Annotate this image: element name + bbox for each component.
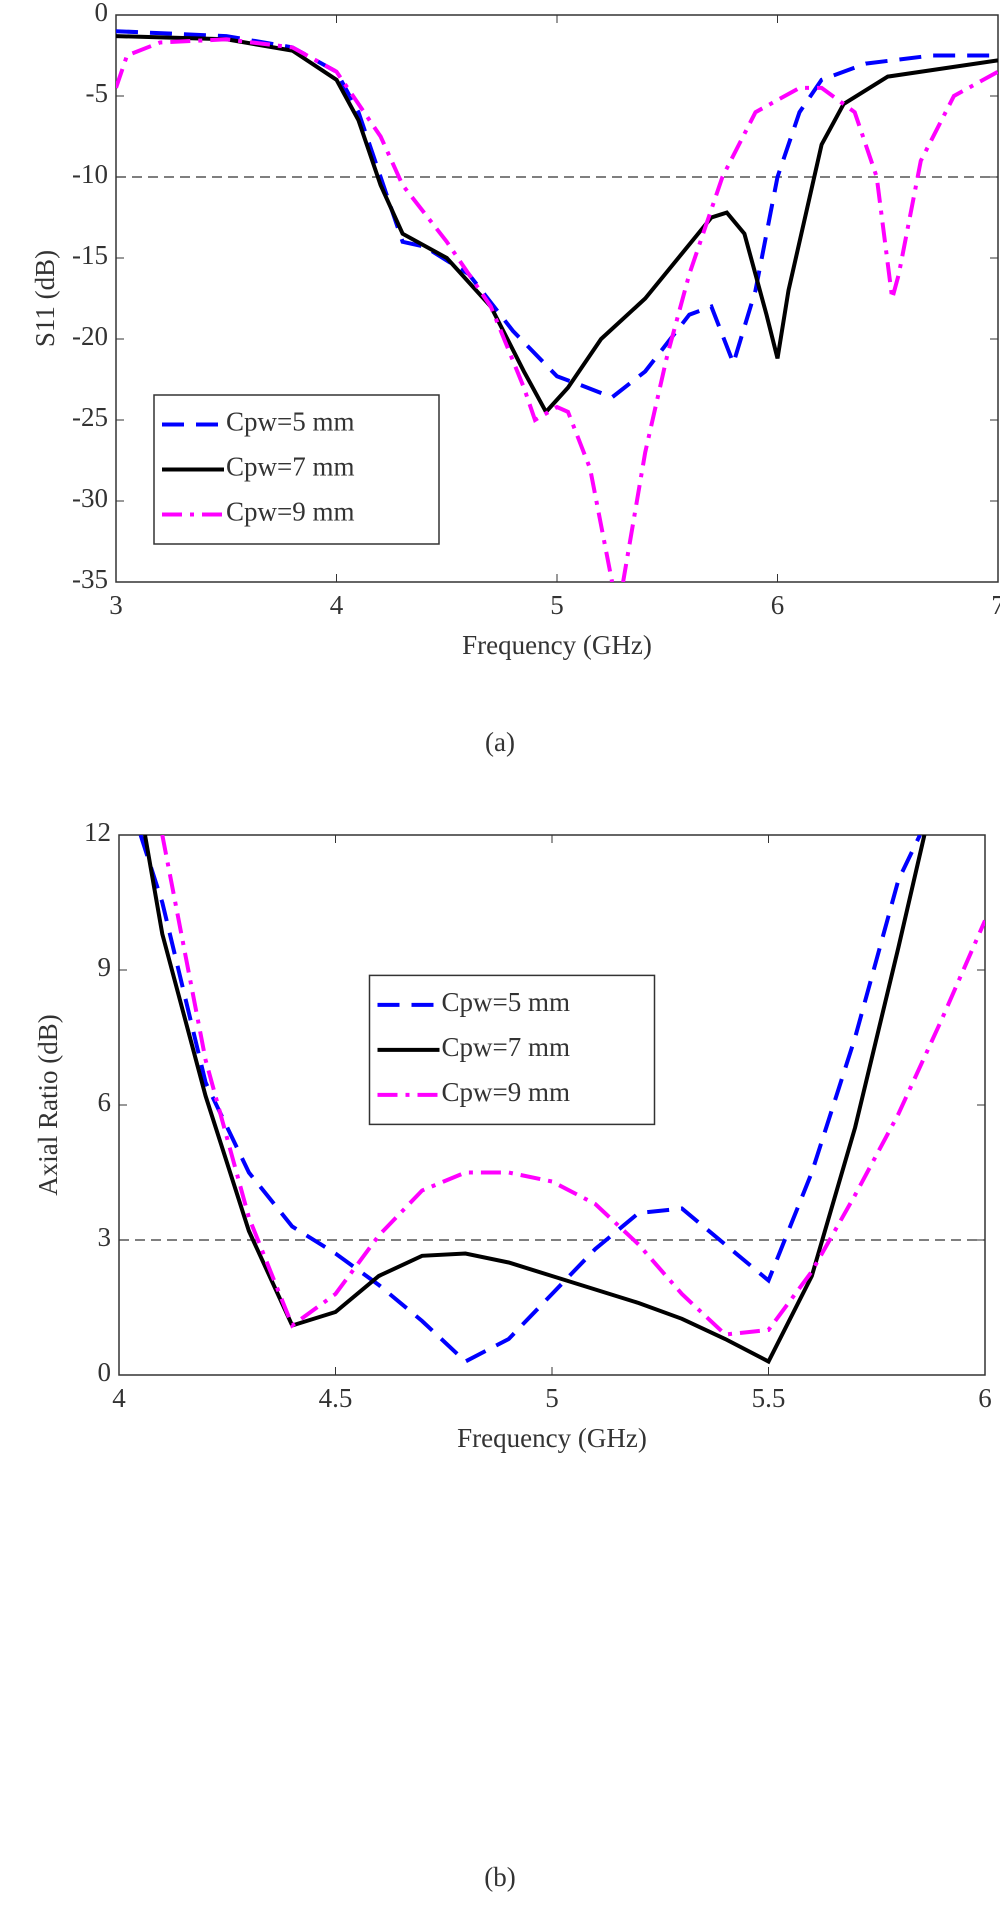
- x-tick-label: 4: [112, 1383, 126, 1413]
- x-axis-label: Frequency (GHz): [457, 1423, 647, 1453]
- x-tick-label: 4.5: [319, 1383, 353, 1413]
- x-axis-label: Frequency (GHz): [462, 630, 652, 660]
- legend-label: Cpw=7 mm: [442, 1032, 571, 1062]
- x-tick-label: 5: [545, 1383, 559, 1413]
- series-line: [160, 835, 985, 1337]
- x-tick-label: 5.5: [752, 1383, 786, 1413]
- y-tick-label: 12: [84, 817, 111, 847]
- y-tick-label: -20: [72, 321, 108, 351]
- series-line: [138, 835, 922, 1364]
- y-tick-label: 6: [98, 1087, 112, 1117]
- legend-label: Cpw=5 mm: [442, 987, 571, 1017]
- x-tick-label: 6: [978, 1383, 992, 1413]
- y-tick-label: -15: [72, 240, 108, 270]
- x-tick-label: 5: [550, 590, 564, 620]
- y-tick-label: 9: [98, 952, 112, 982]
- y-axis-label: S11 (dB): [30, 250, 60, 347]
- y-tick-label: 0: [95, 0, 109, 27]
- y-tick-label: -5: [86, 78, 109, 108]
- y-tick-label: -35: [72, 564, 108, 594]
- y-tick-label: -25: [72, 402, 108, 432]
- y-tick-label: 3: [98, 1222, 112, 1252]
- x-tick-label: 3: [109, 590, 123, 620]
- series-line: [143, 835, 927, 1365]
- legend-label: Cpw=7 mm: [226, 452, 355, 482]
- series-line: [116, 34, 998, 416]
- series-line: [116, 37, 998, 582]
- y-tick-label: -30: [72, 483, 108, 513]
- x-tick-label: 4: [330, 590, 344, 620]
- caption: (b): [484, 1862, 515, 1892]
- y-tick-label: -10: [72, 159, 108, 189]
- legend-label: Cpw=9 mm: [226, 497, 355, 527]
- x-tick-label: 6: [771, 590, 785, 620]
- series-line: [116, 29, 998, 400]
- y-axis-label: Axial Ratio (dB): [33, 1014, 63, 1195]
- legend-label: Cpw=5 mm: [226, 407, 355, 437]
- x-tick-label: 7: [991, 590, 1000, 620]
- caption: (a): [485, 727, 515, 757]
- y-tick-label: 0: [98, 1357, 112, 1387]
- legend-label: Cpw=9 mm: [442, 1077, 571, 1107]
